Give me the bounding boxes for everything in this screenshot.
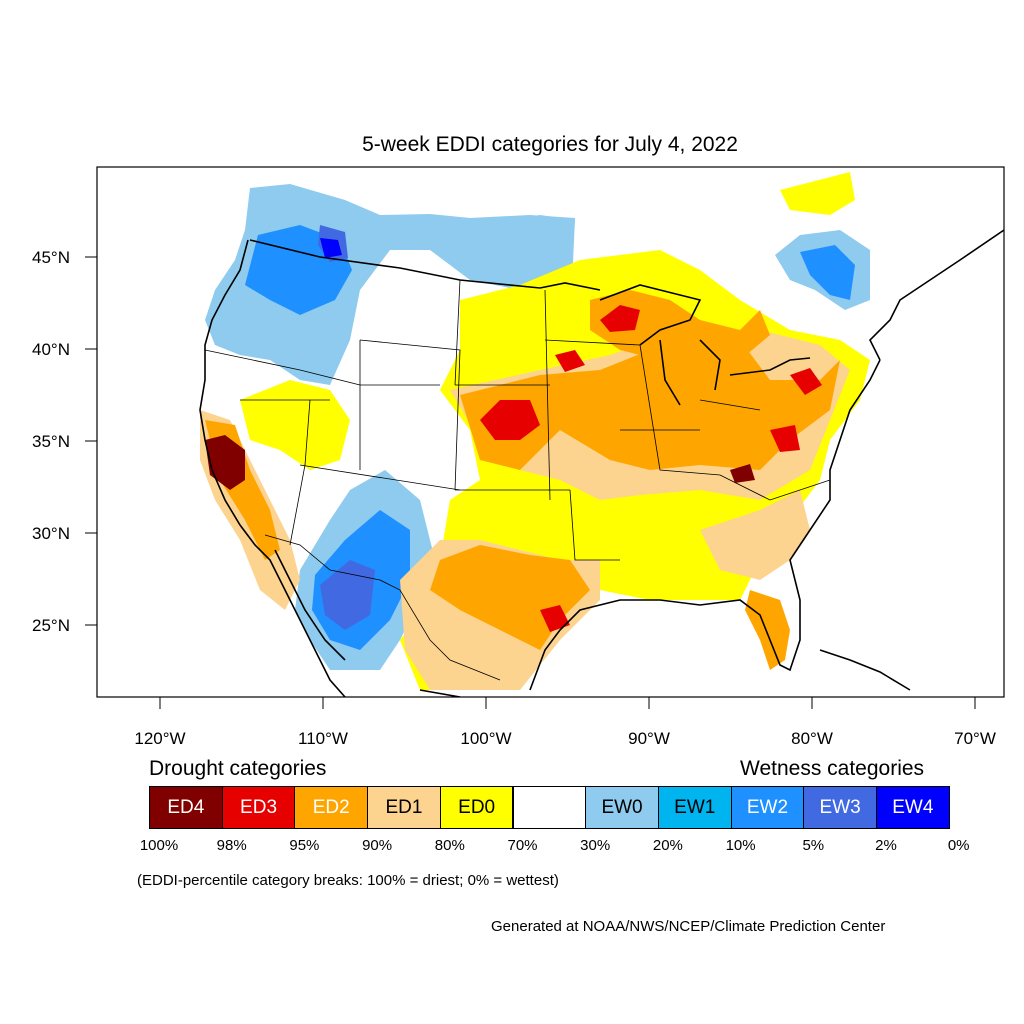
legend-percentile-label: 10% — [725, 837, 756, 854]
legend-swatch-ew2: EW2 — [730, 786, 805, 829]
legend-percentile-label: 98% — [216, 837, 247, 854]
great-lakes — [599, 284, 811, 406]
legend-percentile-label: 30% — [580, 837, 611, 854]
region-tennessee-ed4 — [730, 464, 755, 483]
wetness-categories-heading: Wetness categories — [740, 757, 925, 780]
state-lines-west — [204, 279, 551, 546]
legend-swatch-ew0: EW0 — [585, 786, 659, 829]
page-title: 5-week EDDI categories for July 4, 2022 — [362, 133, 738, 156]
region-central-ed2 — [460, 330, 840, 470]
legend-percentile-label: 95% — [289, 837, 320, 854]
drought-categories-heading: Drought categories — [149, 757, 327, 780]
lat-tick-label: 30°N — [32, 524, 70, 543]
legend-swatch-ed3: ED3 — [221, 786, 296, 829]
category-break-note: (EDDI-percentile category breaks: 100% =… — [137, 872, 559, 889]
state-line-mexico — [264, 534, 501, 681]
lon-tick-label: 90°W — [628, 729, 670, 748]
region-southwest-ew3 — [320, 560, 375, 630]
region-southeast-ed1 — [700, 490, 810, 580]
region-nd-mn-wet — [465, 215, 575, 285]
lon-tick-label: 100°W — [460, 729, 511, 748]
region-texas-ed3 — [540, 605, 570, 632]
region-wisconsin-ed3 — [600, 305, 640, 332]
legend-percentile-label: 20% — [652, 837, 683, 854]
pacific-coastline — [199, 239, 346, 697]
region-iowa-ed3 — [555, 350, 585, 372]
region-northeast-ed0 — [780, 172, 855, 215]
legend-percentile-label: 100% — [139, 837, 179, 854]
credit-line: Generated at NOAA/NWS/NCEP/Climate Predi… — [491, 918, 886, 935]
lat-tick-label: 40°N — [32, 340, 70, 359]
coastlines — [199, 229, 1004, 697]
region-northeast-wet-strong — [800, 245, 855, 300]
region-montana-ew4 — [320, 238, 342, 258]
region-great-basin-ed0 — [240, 380, 350, 470]
legend-percentile-label: 2% — [875, 837, 897, 854]
legend-percentile-label: 90% — [362, 837, 393, 854]
lon-tick-label: 110°W — [298, 729, 348, 748]
gulf-of-california-coast — [274, 549, 346, 661]
region-pennsylvania-ed3 — [790, 368, 822, 395]
legend-swatch-ew1: EW1 — [657, 786, 732, 829]
gulf-coastline — [419, 359, 881, 697]
region-virginia-ed3 — [770, 425, 800, 452]
map-frame — [96, 166, 1005, 698]
map-area — [200, 172, 870, 690]
region-florida-ed2 — [745, 590, 790, 670]
lat-tick-label: 45°N — [32, 248, 70, 267]
legend-swatch-ew3: EW3 — [803, 786, 877, 829]
cuba-coast — [819, 649, 911, 691]
legend-swatch-ed4: ED4 — [149, 786, 223, 829]
latitude-axis: 45°N 40°N 35°N 30°N 25°N — [32, 248, 97, 635]
legend-percentile-label: 0% — [947, 837, 970, 854]
legend-swatch-ed0: ED0 — [439, 786, 514, 829]
legend-swatch-ed2: ED2 — [294, 786, 369, 829]
legend-percentile-label: 80% — [434, 837, 465, 854]
legend-percentile-label: 70% — [507, 837, 538, 854]
lon-tick-label: 80°W — [791, 729, 833, 748]
lon-tick-label: 120°W — [134, 729, 185, 748]
legend-swatch-ed1: ED1 — [367, 786, 441, 829]
state-borders — [204, 279, 831, 681]
lat-tick-label: 25°N — [32, 616, 70, 635]
legend-swatch-ew4: EW4 — [876, 786, 950, 829]
longitude-axis: 120°W 110°W 100°W 90°W 80°W 70°W — [134, 697, 996, 748]
atlantic-northeast-coast — [869, 229, 1004, 361]
state-lines-central — [455, 339, 831, 561]
region-kansas-ed3 — [480, 400, 540, 440]
legend-percentile-label: 5% — [802, 837, 825, 854]
lat-tick-label: 35°N — [32, 432, 70, 451]
legend-swatch-neutral — [512, 786, 587, 829]
lon-tick-label: 70°W — [954, 729, 996, 748]
